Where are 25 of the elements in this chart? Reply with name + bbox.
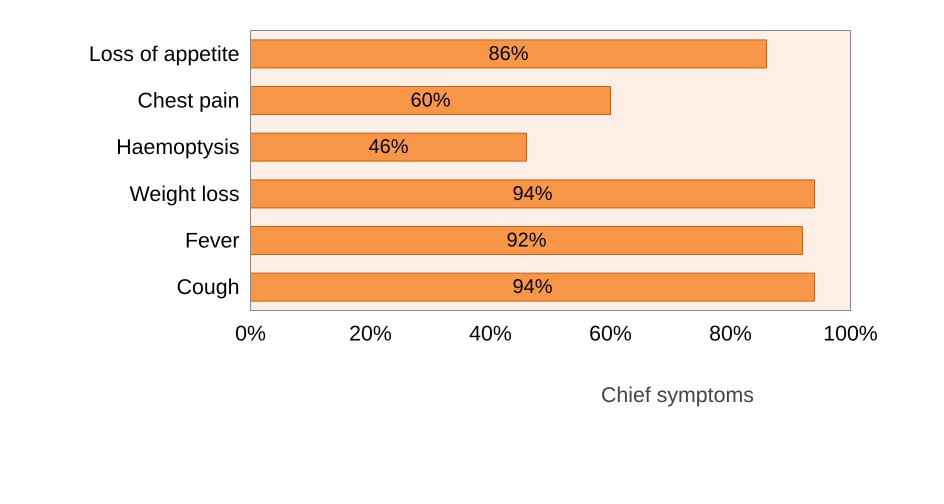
bar (250, 39, 767, 68)
y-tick-label: Chest pain (138, 88, 240, 112)
bar (250, 86, 611, 115)
data-label: 92% (506, 230, 547, 252)
bar (250, 272, 815, 302)
x-tick-label: 0% (235, 322, 266, 346)
x-tick-label: 100% (823, 322, 878, 346)
y-tick-label: Weight loss (130, 182, 240, 206)
data-label: 46% (368, 136, 409, 158)
bar (250, 132, 527, 162)
data-label: 94% (512, 276, 553, 298)
x-tick-label: 20% (349, 322, 392, 346)
y-tick-label: Cough (176, 275, 240, 300)
x-tick-label: 60% (589, 322, 632, 346)
data-label: 86% (488, 42, 529, 65)
data-label: 60% (410, 90, 451, 112)
bar (250, 226, 803, 255)
data-label: 94% (512, 182, 553, 205)
x-tick-label: 80% (709, 322, 752, 346)
bar (250, 179, 815, 208)
x-tick-label: 40% (469, 322, 512, 346)
y-tick-label: Haemoptysis (116, 135, 240, 160)
y-tick-label: Loss of appetite (88, 42, 240, 66)
text: Chief symptoms (601, 383, 754, 408)
y-tick-label: Fever (184, 228, 240, 252)
